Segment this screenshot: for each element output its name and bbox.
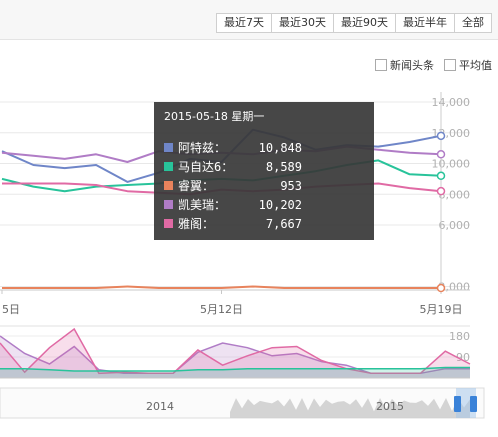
average-checkbox[interactable]: 平均值	[444, 57, 492, 73]
tooltip-series-name: 凯美瑞：	[178, 198, 227, 212]
tooltip-date: 2015-05-18 星期一	[164, 110, 265, 123]
navigator-area-accord	[0, 329, 470, 378]
tooltip-swatch	[164, 219, 173, 228]
y-axis-tick-label: 10,000	[432, 158, 471, 171]
tooltip-row: 睿翼： 953	[164, 176, 364, 195]
tooltip-row: 阿特兹： 10,848	[164, 138, 364, 157]
navigator-y-tick-label: 180	[449, 330, 470, 343]
tooltip-series-value: 10,848	[258, 140, 302, 155]
y-axis-tick-label: 6,000	[439, 219, 471, 232]
top-toolbar: 最近7天 最近30天 最近90天 最近半年 全部	[0, 0, 498, 40]
x-axis-tick-label: 5日	[2, 303, 20, 316]
tooltip-series-value: 953	[280, 178, 302, 193]
tooltip-swatch	[164, 162, 173, 171]
tooltip-swatch	[164, 200, 173, 209]
news-headlines-label: 新闻头条	[390, 59, 434, 72]
average-label: 平均值	[459, 59, 492, 72]
chart-tooltip: 2015-05-18 星期一 阿特兹： 10,848 马自达6： 8,589 睿…	[154, 102, 374, 240]
scroller-year-label: 2014	[146, 400, 174, 413]
range-half-year-button[interactable]: 最近半年	[395, 13, 455, 33]
navigator-line-accord	[0, 327, 471, 375]
news-headlines-checkbox-box[interactable]	[375, 59, 387, 71]
range-90-days-button[interactable]: 最近90天	[333, 13, 396, 33]
range-right-handle[interactable]	[470, 396, 477, 412]
tooltip-series-name: 阿特兹：	[178, 141, 227, 155]
series-point-accord	[436, 186, 446, 196]
news-headlines-checkbox[interactable]: 新闻头条	[375, 57, 434, 73]
tooltip-row: 凯美瑞： 10,202	[164, 195, 364, 214]
tooltip-series-name: 睿翼：	[178, 179, 215, 193]
series-point-ruiyi	[436, 283, 446, 293]
tooltip-row: 马自达6： 8,589	[164, 157, 364, 176]
series-point-camry	[436, 150, 446, 159]
tooltip-swatch	[164, 143, 173, 152]
navigator-y-tick-label: 90	[456, 351, 470, 364]
series-line-ruiyi	[2, 285, 441, 289]
x-axis-tick-label: 5月19日	[420, 303, 463, 316]
tooltip-series-name: 雅阁：	[178, 217, 215, 231]
tooltip-series-value: 7,667	[265, 216, 302, 231]
tooltip-series-value: 10,202	[258, 197, 302, 212]
series-point-mazda6	[436, 171, 446, 181]
tooltip-swatch	[164, 181, 173, 190]
tooltip-series-value: 8,589	[265, 159, 302, 174]
chart-options: 新闻头条 平均值	[365, 57, 492, 73]
series-point-atz	[436, 131, 446, 141]
range-scroller-sparkline	[230, 398, 470, 418]
time-range-selector: 最近7天 最近30天 最近90天 最近半年 全部	[216, 13, 492, 33]
navigator-area-mazda6	[0, 367, 470, 378]
y-axis-tick-label: 8,000	[439, 188, 471, 201]
tooltip-row: 雅阁： 7,667	[164, 214, 364, 233]
range-all-button[interactable]: 全部	[454, 13, 492, 33]
scroller-year-label: 2015	[376, 400, 404, 413]
tooltip-series-name: 马自达6：	[178, 160, 234, 174]
average-checkbox-box[interactable]	[444, 59, 456, 71]
y-axis-tick-label: 14,000	[432, 96, 471, 109]
navigator-line-mazda6	[0, 366, 470, 372]
range-left-handle[interactable]	[454, 396, 461, 412]
x-axis-tick-label: 5月12日	[200, 303, 243, 316]
